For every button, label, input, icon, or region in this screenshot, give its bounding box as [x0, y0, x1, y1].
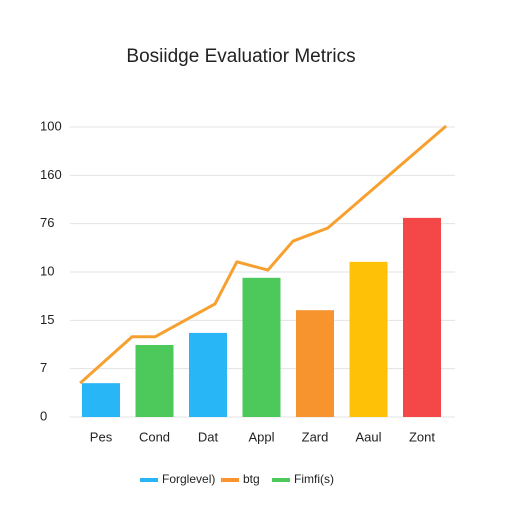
y-tick-label: 100 [40, 118, 62, 133]
bar [403, 217, 441, 417]
legend-label: Fimfi(s) [294, 472, 334, 486]
x-tick-label: Cond [139, 429, 170, 444]
y-tick-label: 15 [40, 312, 54, 327]
bar [296, 310, 334, 417]
chart-title: Bosiidge Evaluatior Metrics [126, 46, 355, 67]
bar [82, 383, 120, 417]
trend-line [79, 124, 448, 385]
legend-label: Forglevel) [162, 472, 215, 486]
x-tick-label: Pes [90, 429, 113, 444]
y-tick-label: 0 [40, 408, 47, 423]
bar [135, 344, 174, 417]
y-tick-label: 10 [40, 263, 54, 278]
y-tick-label: 76 [40, 215, 54, 230]
bar [189, 332, 227, 417]
x-tick-label: Aaul [355, 429, 381, 444]
y-tick-label: 160 [40, 167, 62, 182]
x-tick-label: Appl [248, 429, 274, 444]
y-tick-label: 7 [40, 360, 47, 375]
legend-label: btg [243, 472, 260, 486]
bar [242, 277, 281, 417]
x-tick-label: Dat [198, 429, 219, 444]
x-tick-label: Zont [409, 429, 435, 444]
bar [349, 261, 388, 417]
x-tick-label: Zard [302, 429, 329, 444]
